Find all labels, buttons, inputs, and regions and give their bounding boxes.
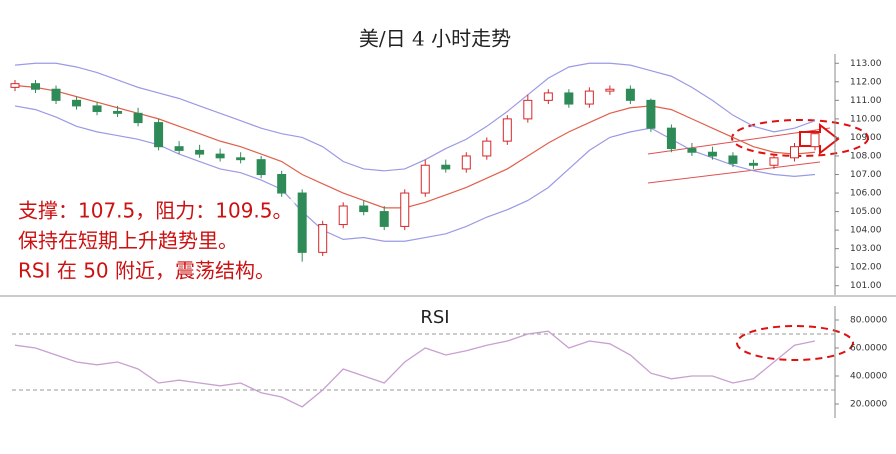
candle-body [728, 155, 738, 164]
band-line [14, 105, 816, 242]
y-tick-label: 102.00 [850, 263, 882, 273]
candle-body [133, 112, 143, 124]
candle-body [236, 157, 246, 161]
y-tick-label: 20.0000 [850, 400, 887, 410]
candle-body [461, 155, 471, 170]
y-tick-label: 103.00 [850, 244, 882, 254]
candle-body [523, 99, 533, 120]
annotation-bg [16, 259, 278, 285]
y-tick-label: 111.00 [850, 96, 882, 106]
candle-body [707, 151, 717, 157]
candle-body [338, 205, 348, 226]
candle-body [564, 92, 574, 105]
candle-body [605, 88, 615, 92]
y-tick-label: 105.00 [850, 207, 882, 217]
annotation: RSI 在 50 附近，震荡结构。 [18, 259, 275, 283]
candle-body [379, 211, 389, 227]
candle-body [666, 127, 676, 150]
candle-body [543, 92, 553, 101]
candle-body [482, 140, 492, 157]
candle-body [769, 157, 779, 166]
candle-body [502, 118, 512, 142]
candle-body [256, 159, 266, 176]
rsi-line [14, 330, 816, 408]
candle-body [154, 122, 164, 148]
candle-body [277, 174, 287, 194]
candle-body [646, 99, 656, 129]
candle-body [195, 149, 205, 155]
candle-body [789, 146, 799, 159]
y-tick-label: 107.00 [850, 170, 882, 180]
y-tick-label: 101.00 [850, 281, 882, 291]
annotation-bg [16, 229, 240, 255]
annotation-bg [16, 199, 295, 225]
y-tick-label: 108.00 [850, 151, 882, 161]
candle-body [92, 105, 102, 112]
candle-body [31, 83, 41, 90]
candle-body [625, 88, 635, 101]
candle-body [359, 205, 369, 213]
annotation: 保持在短期上升趋势里。 [18, 229, 238, 253]
candle-body [215, 153, 225, 159]
candle-body [10, 83, 20, 88]
rsi-title: RSI [420, 307, 449, 328]
annotation: 支撑：107.5，阻力：109.5。 [18, 199, 293, 223]
candle-body [51, 88, 61, 101]
y-tick-label: 112.00 [850, 77, 882, 87]
candle-body [687, 148, 697, 153]
band-line [14, 84, 816, 209]
candle-body [441, 164, 451, 170]
y-tick-label: 110.00 [850, 114, 882, 124]
y-tick-label: 109.00 [850, 133, 882, 143]
candle-body [72, 99, 82, 107]
candle-body [584, 90, 594, 105]
chart-title: 美/日 4 小时走势 [359, 27, 511, 51]
candle-body [113, 110, 123, 114]
band-line [14, 62, 816, 172]
y-tick-label: 40.0000 [850, 372, 887, 382]
y-tick-label: 80.0000 [850, 316, 887, 326]
y-tick-label: 106.00 [850, 189, 882, 199]
candle-body [400, 192, 410, 227]
candle-body [297, 192, 307, 253]
y-tick-label: 113.00 [850, 59, 882, 69]
candle-body [810, 133, 820, 148]
y-tick-label: 60.0000 [850, 344, 887, 354]
y-tick-label: 104.00 [850, 226, 882, 236]
candle-body [748, 162, 758, 166]
candle-body [420, 164, 430, 194]
candle-body [174, 146, 184, 151]
candle-body [318, 224, 328, 253]
